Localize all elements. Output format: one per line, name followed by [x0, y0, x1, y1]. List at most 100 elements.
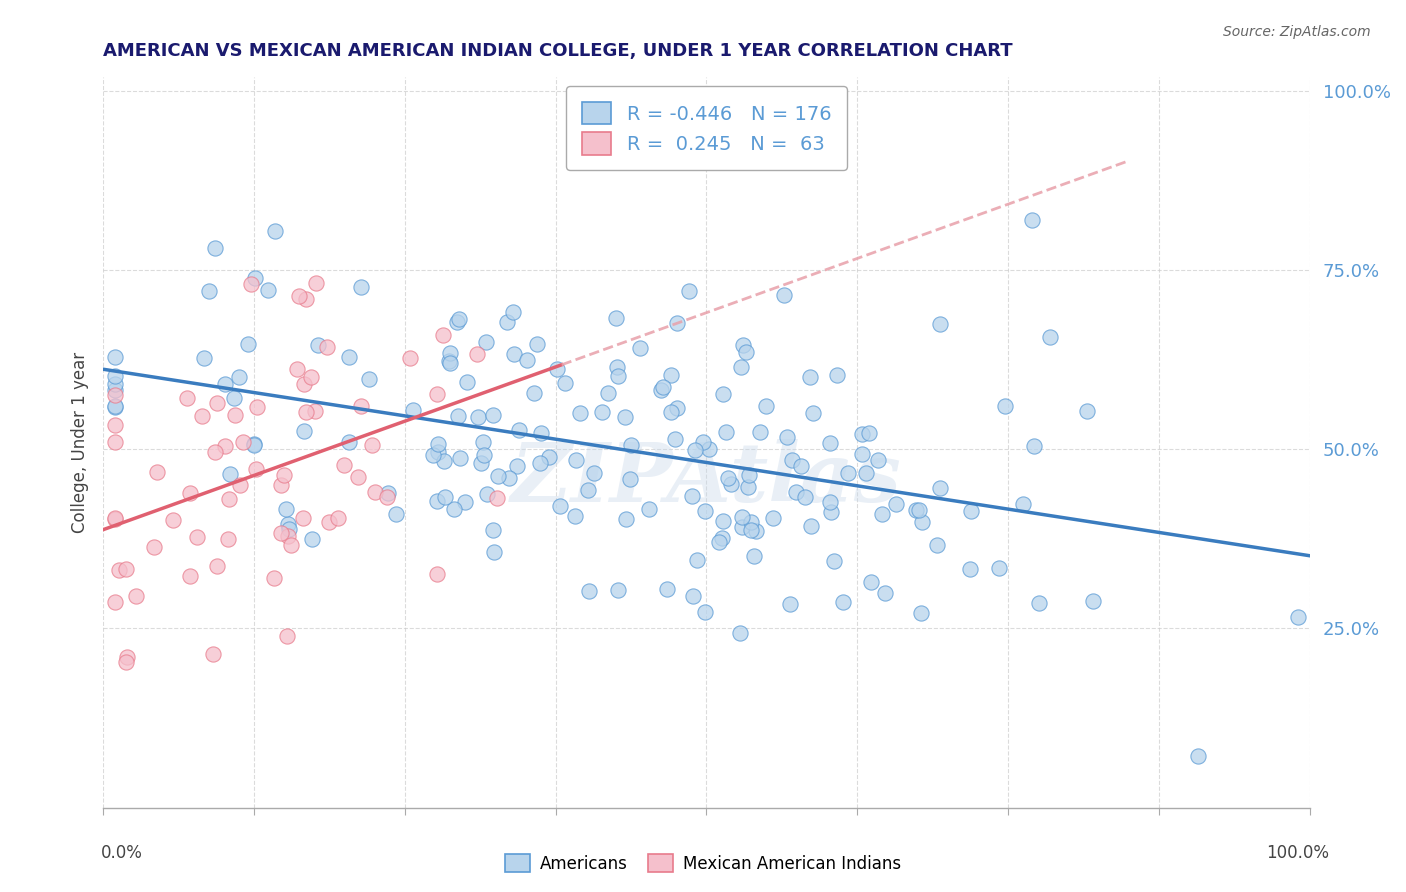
- Point: [910, 607, 932, 621]
- Point: [143, 540, 166, 554]
- Point: [217, 532, 239, 546]
- Point: [104, 383, 127, 397]
- Point: [224, 408, 246, 422]
- Point: [104, 400, 127, 414]
- Point: [328, 511, 350, 525]
- Point: [270, 477, 292, 491]
- Point: [449, 311, 471, 326]
- Point: [740, 515, 762, 529]
- Point: [446, 315, 468, 329]
- Point: [333, 458, 356, 473]
- Point: [104, 351, 127, 365]
- Point: [179, 486, 201, 500]
- Point: [205, 558, 228, 573]
- Point: [851, 447, 873, 461]
- Point: [740, 524, 762, 538]
- Point: [707, 535, 730, 549]
- Point: [692, 435, 714, 450]
- Point: [186, 530, 208, 544]
- Point: [582, 466, 605, 480]
- Point: [204, 241, 226, 255]
- Point: [851, 426, 873, 441]
- Point: [456, 376, 478, 390]
- Text: AMERICAN VS MEXICAN AMERICAN INDIAN COLLEGE, UNDER 1 YEAR CORRELATION CHART: AMERICAN VS MEXICAN AMERICAN INDIAN COLL…: [103, 42, 1012, 60]
- Point: [927, 538, 949, 552]
- Point: [665, 401, 688, 415]
- Point: [377, 486, 399, 500]
- Point: [218, 467, 240, 481]
- Point: [730, 360, 752, 375]
- Point: [800, 518, 823, 533]
- Point: [285, 362, 308, 376]
- Point: [785, 484, 807, 499]
- Point: [1028, 596, 1050, 610]
- Point: [231, 435, 253, 450]
- Point: [578, 583, 600, 598]
- Point: [124, 589, 146, 603]
- Y-axis label: College, Under 1 year: College, Under 1 year: [72, 351, 89, 533]
- Point: [205, 395, 228, 409]
- Point: [731, 520, 754, 534]
- Point: [104, 377, 127, 392]
- Point: [301, 533, 323, 547]
- Point: [214, 376, 236, 391]
- Point: [737, 480, 759, 494]
- Point: [486, 469, 509, 483]
- Point: [657, 582, 679, 596]
- Point: [855, 466, 877, 480]
- Point: [449, 450, 471, 465]
- Point: [564, 508, 586, 523]
- Point: [737, 468, 759, 483]
- Point: [650, 384, 672, 398]
- Point: [292, 424, 315, 438]
- Point: [243, 438, 266, 452]
- Point: [529, 456, 551, 470]
- Point: [447, 409, 470, 423]
- Point: [682, 589, 704, 603]
- Point: [426, 493, 449, 508]
- Point: [276, 628, 298, 642]
- Point: [257, 283, 280, 297]
- Point: [229, 478, 252, 492]
- Point: [711, 387, 734, 401]
- Point: [427, 445, 450, 459]
- Point: [190, 409, 212, 423]
- Point: [228, 370, 250, 384]
- Point: [274, 501, 297, 516]
- Point: [506, 458, 529, 473]
- Point: [239, 277, 262, 292]
- Point: [318, 516, 340, 530]
- Point: [613, 409, 636, 424]
- Point: [685, 442, 707, 457]
- Point: [794, 490, 817, 504]
- Point: [772, 288, 794, 302]
- Point: [716, 425, 738, 440]
- Point: [664, 432, 686, 446]
- Point: [908, 503, 931, 517]
- Point: [530, 425, 553, 440]
- Point: [904, 503, 927, 517]
- Point: [605, 311, 627, 326]
- Point: [176, 391, 198, 405]
- Point: [236, 337, 259, 351]
- Point: [537, 450, 560, 464]
- Point: [295, 292, 318, 306]
- Point: [825, 368, 848, 383]
- Point: [614, 512, 637, 526]
- Point: [576, 483, 599, 497]
- Point: [929, 317, 952, 331]
- Point: [439, 356, 461, 370]
- Point: [620, 438, 643, 452]
- Point: [606, 583, 628, 598]
- Point: [467, 409, 489, 424]
- Point: [401, 403, 423, 417]
- Point: [347, 469, 370, 483]
- Point: [350, 279, 373, 293]
- Point: [762, 510, 785, 524]
- Point: [502, 305, 524, 319]
- Point: [745, 524, 768, 538]
- Point: [218, 491, 240, 506]
- Point: [1039, 330, 1062, 344]
- Point: [443, 502, 465, 516]
- Point: [699, 442, 721, 457]
